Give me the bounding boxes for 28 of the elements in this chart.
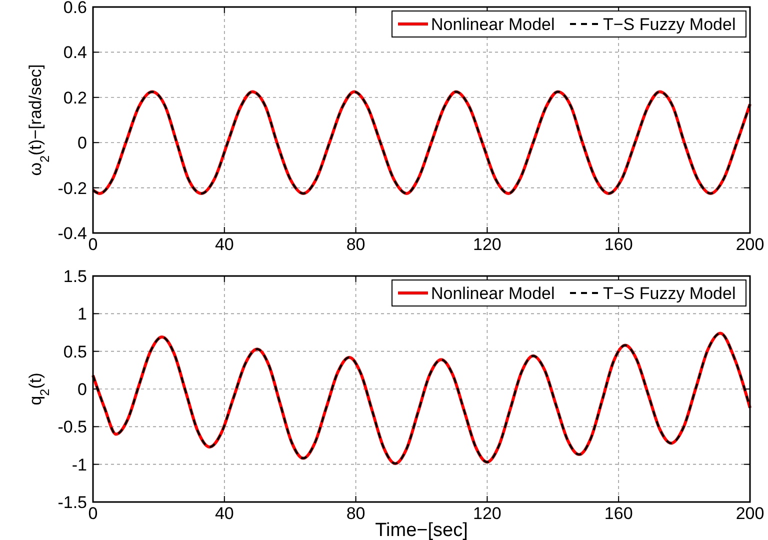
x-axis-title: Time−[sec]	[375, 520, 468, 540]
y-tick-label: -0.4	[58, 224, 87, 243]
x-tick-label: 160	[604, 235, 633, 254]
x-tick-label: 120	[473, 504, 502, 523]
x-tick-label: 40	[214, 504, 234, 523]
y-tick-label: 1	[78, 304, 87, 324]
x-tick-label: 160	[604, 504, 633, 523]
legend-label: T−S Fuzzy Model	[603, 284, 736, 303]
y-tick-label: 0	[78, 380, 87, 399]
x-tick-label: 80	[346, 235, 366, 254]
y-tick-label: -1.5	[58, 493, 87, 512]
legend-label: Nonlinear Model	[431, 284, 555, 303]
x-tick-label: 200	[736, 235, 764, 254]
y-tick-label: 0	[78, 134, 87, 153]
legend-label: Nonlinear Model	[431, 15, 555, 34]
y-tick-label: 0.5	[63, 342, 87, 362]
y-tick-label: 0.2	[63, 88, 87, 108]
y-tick-label: -0.5	[58, 418, 87, 437]
x-tick-label: 200	[736, 504, 764, 523]
legend-label: T−S Fuzzy Model	[603, 15, 736, 34]
y-tick-label: 0.4	[63, 43, 87, 62]
x-tick-label: 40	[214, 235, 234, 254]
y-tick-label: 0.6	[63, 0, 87, 17]
x-tick-label: 120	[473, 235, 502, 254]
y-tick-label: 1.5	[63, 267, 87, 286]
x-tick-label: 80	[346, 504, 366, 523]
y-tick-label: -1	[72, 455, 87, 474]
y-tick-label: -0.2	[58, 178, 87, 198]
